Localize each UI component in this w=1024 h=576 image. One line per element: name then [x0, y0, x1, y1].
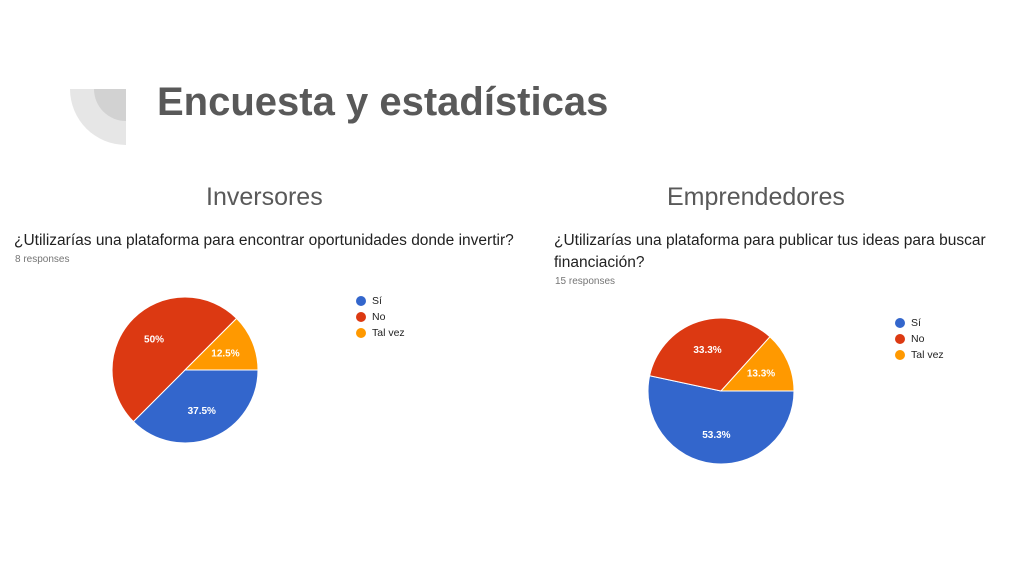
pie-slice-no: [111, 296, 238, 423]
legend-item-tal-vez: Tal vez: [356, 325, 405, 341]
section-title-inversores: Inversores: [206, 183, 323, 211]
legend-dot-tal-vez: [356, 328, 366, 338]
legend-dot-si: [895, 318, 905, 328]
pie-slice-label-tal-vez: 13.3%: [747, 369, 775, 380]
section-title-emprendedores: Emprendedores: [667, 183, 845, 211]
legend-item-si: Sí: [895, 315, 944, 331]
responses-count-emprendedores: 15 responses: [555, 276, 616, 287]
legend-dot-si: [356, 296, 366, 306]
legend-item-no: No: [895, 331, 944, 347]
question-inversores: ¿Utilizarías una plataforma para encontr…: [14, 232, 514, 249]
question-emprendedores: ¿Utilizarías una plataforma para publica…: [554, 232, 986, 271]
legend-item-si: Sí: [356, 293, 405, 309]
corner-decoration: [70, 89, 126, 145]
pie-slice-label-no: 50%: [144, 335, 164, 346]
pie-slice-si: [132, 369, 259, 444]
legend-label-no: No: [372, 311, 386, 323]
pie-slice-label-no: 33.3%: [693, 345, 721, 356]
legend-label-tal-vez: Tal vez: [372, 327, 405, 339]
legend-item-tal-vez: Tal vez: [895, 347, 944, 363]
pie-chart-emprendedores: 53.3% 33.3% 13.3%: [647, 317, 795, 465]
legend-label-si: Sí: [911, 317, 921, 329]
legend-label-tal-vez: Tal vez: [911, 349, 944, 361]
legend-item-no: No: [356, 309, 405, 325]
pie-slice-tal-vez: [183, 317, 259, 371]
slide-title: Encuesta y estadísticas: [157, 80, 609, 124]
pie-slice-tal-vez: [719, 336, 795, 392]
legend-dot-no: [895, 334, 905, 344]
pie-slice-no: [649, 317, 771, 392]
legend-dot-no: [356, 312, 366, 322]
pie-slice-label-si: 37.5%: [188, 406, 216, 417]
legend-emprendedores: Sí No Tal vez: [895, 315, 944, 363]
legend-label-no: No: [911, 333, 925, 345]
legend-label-si: Sí: [372, 295, 382, 307]
pie-chart-inversores: 37.5% 50% 12.5%: [111, 296, 259, 444]
pie-slice-si: [647, 375, 795, 465]
legend-inversores: Sí No Tal vez: [356, 293, 405, 341]
responses-count-inversores: 8 responses: [15, 254, 70, 265]
legend-dot-tal-vez: [895, 350, 905, 360]
pie-slice-label-si: 53.3%: [702, 430, 730, 441]
pie-slice-label-tal-vez: 12.5%: [211, 349, 239, 360]
